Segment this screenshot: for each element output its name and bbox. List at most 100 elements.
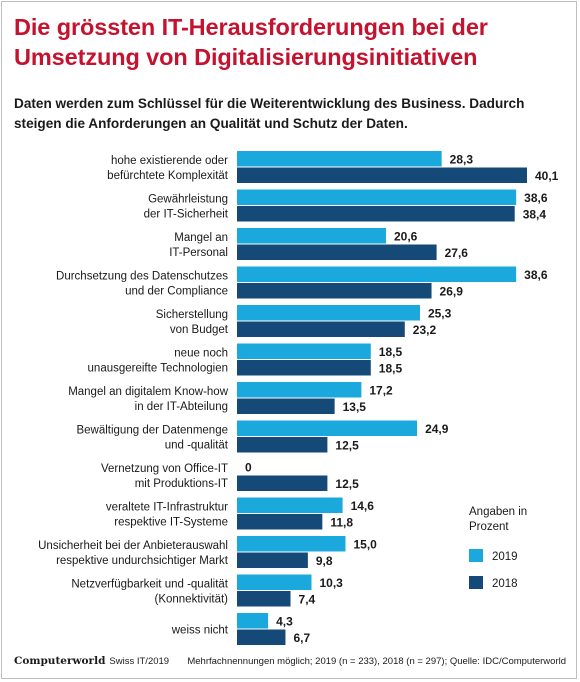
bar-group: Netzverfügbarkeit und -qualität (Konnekti… bbox=[71, 574, 343, 607]
category-label: Netzverfügbarkeit und -qualität bbox=[71, 579, 228, 591]
bar-group: Vernetzung von Office-IT mit Produktions-… bbox=[101, 461, 359, 491]
legend-label: 2018 bbox=[492, 578, 518, 590]
brand-logo: Computerworld bbox=[14, 655, 106, 667]
legend-label: 2019 bbox=[492, 551, 518, 563]
data-label: 6,7 bbox=[293, 631, 310, 645]
bar-group: weiss nicht 4,36,7 bbox=[171, 613, 310, 645]
data-label: 10,3 bbox=[319, 576, 343, 590]
data-label: 12,5 bbox=[335, 439, 359, 453]
data-label: 18,5 bbox=[379, 345, 403, 359]
bar-2018 bbox=[237, 398, 335, 414]
data-label: 20,6 bbox=[394, 230, 418, 244]
bar-2019 bbox=[237, 305, 420, 321]
category-label: von Budget bbox=[170, 324, 229, 336]
data-label: 14,6 bbox=[351, 499, 375, 513]
data-label: 27,6 bbox=[445, 246, 469, 260]
data-label: 24,9 bbox=[425, 422, 449, 436]
footer: Computerworld Swiss IT/2019 Mehrfachnennu… bbox=[14, 655, 566, 671]
bar-group: Unsicherheit bei der Anbieterauswahl resp… bbox=[38, 536, 377, 568]
bar-2018 bbox=[237, 360, 371, 376]
category-label: Gewährleistung bbox=[148, 194, 228, 206]
bar-2019 bbox=[237, 382, 362, 398]
bar-group: hohe existierende oder befürchtete Komple… bbox=[107, 151, 559, 183]
category-label: befürchtete Komplexität bbox=[107, 170, 229, 182]
data-label: 0 bbox=[245, 461, 252, 475]
category-label: IT-Personal bbox=[169, 247, 228, 259]
bar-2018 bbox=[237, 437, 328, 453]
category-label: Bewältigung der Datenmenge bbox=[76, 425, 228, 437]
category-label: unausgereifte Technologien bbox=[88, 363, 228, 375]
category-label: (Konnektivität) bbox=[154, 594, 228, 606]
data-label: 28,3 bbox=[450, 153, 474, 167]
bar-2018 bbox=[237, 514, 323, 530]
bar-2018 bbox=[237, 206, 515, 222]
category-label: respektive undurchsichtiger Markt bbox=[56, 555, 229, 567]
category-label: mit Produktions-IT bbox=[135, 478, 228, 490]
data-label: 25,3 bbox=[428, 307, 452, 321]
chart-subtitle: Daten werden zum Schlüssel für die Weite… bbox=[14, 96, 525, 131]
data-label: 40,1 bbox=[535, 169, 559, 183]
data-label: 4,3 bbox=[276, 615, 293, 629]
category-label: und der Compliance bbox=[125, 286, 228, 298]
bar-2018 bbox=[237, 591, 291, 607]
data-label: 23,2 bbox=[413, 323, 437, 337]
bar-group: veraltete IT-Infrastruktur respektive IT-… bbox=[106, 497, 375, 530]
data-label: 38,6 bbox=[524, 191, 548, 205]
legend: Angaben in Prozent 2019 2018 bbox=[469, 506, 527, 590]
data-label: 38,4 bbox=[523, 208, 547, 222]
bar-2019 bbox=[237, 228, 386, 244]
category-label: in der IT-Abteilung bbox=[135, 401, 228, 413]
bar-2019 bbox=[237, 497, 343, 513]
bar-2018 bbox=[237, 167, 527, 183]
data-label: 9,8 bbox=[316, 554, 333, 568]
legend-title: Prozent bbox=[469, 521, 509, 533]
bar-2019 bbox=[237, 420, 418, 436]
bar-2018 bbox=[237, 321, 405, 337]
data-label: 38,6 bbox=[524, 268, 548, 282]
bar-2019 bbox=[237, 613, 269, 629]
bar-2019 bbox=[237, 536, 346, 552]
data-label: 12,5 bbox=[335, 477, 359, 491]
legend-title: Angaben in bbox=[469, 506, 527, 518]
data-label: 11,8 bbox=[330, 516, 353, 530]
bar-2019 bbox=[237, 574, 312, 590]
bar-2019 bbox=[237, 343, 371, 359]
bar-2018 bbox=[237, 283, 432, 299]
category-label: Vernetzung von Office-IT bbox=[101, 463, 228, 475]
bar-2018 bbox=[237, 244, 437, 260]
bar-2018 bbox=[237, 475, 328, 491]
bar-2019 bbox=[237, 189, 517, 205]
data-label: 7,4 bbox=[299, 593, 316, 607]
category-label: der IT-Sicherheit bbox=[144, 209, 229, 221]
category-label: Mangel an bbox=[174, 232, 228, 244]
chart-title: Die grössten IT-Herausforderungen bei de… bbox=[14, 14, 488, 70]
category-label: veraltete IT-Infrastruktur bbox=[106, 502, 228, 514]
data-label: 17,2 bbox=[369, 384, 393, 398]
bar-2018 bbox=[237, 552, 308, 568]
data-label: 26,9 bbox=[440, 285, 464, 299]
bar-group: Durchsetzung des Datenschutzes und der Co… bbox=[56, 266, 548, 299]
category-label: hohe existierende oder bbox=[111, 155, 228, 167]
category-label: Unsicherheit bei der Anbieterauswahl bbox=[38, 540, 228, 552]
category-label: neue noch bbox=[174, 348, 228, 360]
bar-group: neue noch unausgereifte Technologien 18,5 1… bbox=[88, 343, 403, 376]
bar-group: Bewältigung der Datenmenge und -qualität 2… bbox=[76, 420, 449, 453]
legend-swatch-2018 bbox=[469, 576, 483, 589]
bar-group: Mangel an IT-Personal 20,6 27,6 bbox=[169, 228, 468, 260]
category-label: Mangel an digitalem Know-how bbox=[68, 386, 229, 398]
category-label: und -qualität bbox=[165, 440, 229, 452]
bar-group: Mangel an digitalem Know-how in der IT-Ab… bbox=[68, 382, 393, 414]
bar-group: Sicherstellung von Budget 25,3 23,2 bbox=[156, 305, 452, 337]
bar-2019 bbox=[237, 266, 517, 282]
data-label: 15,0 bbox=[353, 538, 377, 552]
category-label: respektive IT-Systeme bbox=[114, 517, 228, 529]
legend-swatch-2019 bbox=[469, 549, 483, 562]
category-label: Durchsetzung des Datenschutzes bbox=[56, 271, 228, 283]
bar-group: Gewährleistung der IT-Sicherheit 38,6 38,4 bbox=[144, 189, 548, 222]
data-label: 18,5 bbox=[379, 362, 403, 376]
category-label: weiss nicht bbox=[171, 625, 229, 637]
source-short: Swiss IT/2019 bbox=[109, 656, 170, 667]
bar-2019 bbox=[237, 151, 442, 167]
footnote: Mehrfachnennungen möglich; 2019 (n = 233… bbox=[187, 656, 566, 667]
data-label: 13,5 bbox=[343, 400, 367, 414]
